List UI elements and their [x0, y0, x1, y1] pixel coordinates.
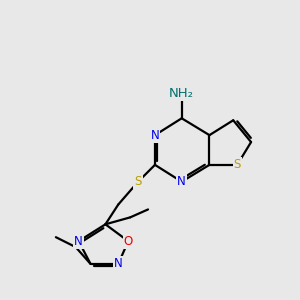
Text: O: O	[124, 235, 133, 248]
Text: S: S	[134, 175, 142, 188]
Text: N: N	[151, 129, 159, 142]
Text: NH₂: NH₂	[169, 87, 194, 100]
Text: N: N	[177, 175, 186, 188]
Text: S: S	[233, 158, 241, 171]
Text: N: N	[114, 257, 123, 270]
Text: N: N	[74, 235, 83, 248]
